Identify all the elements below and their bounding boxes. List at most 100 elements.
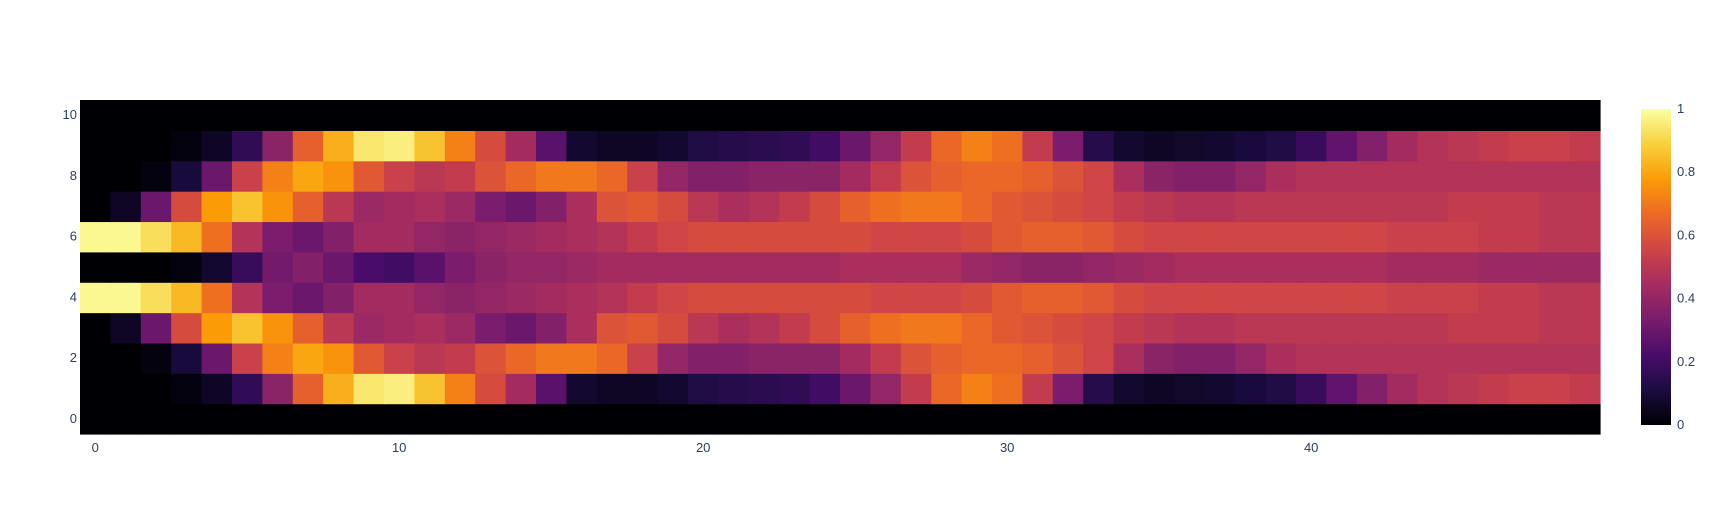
heatmap-cell — [536, 191, 567, 223]
heatmap-cell — [809, 373, 841, 405]
heatmap-cell — [1448, 312, 1479, 344]
heatmap-cell — [718, 130, 750, 162]
heatmap-cell — [140, 282, 172, 314]
heatmap-cell — [1569, 130, 1601, 162]
heatmap-cell — [1022, 342, 1054, 374]
heatmap-cell — [232, 251, 263, 283]
heatmap-cell — [110, 130, 142, 162]
heatmap-cell — [870, 312, 902, 344]
heatmap-cell — [809, 130, 841, 162]
heatmap-cell — [444, 342, 476, 374]
heatmap-cell — [292, 130, 324, 162]
heatmap-cell — [1387, 130, 1419, 162]
heatmap-cell — [900, 373, 932, 405]
heatmap-cell — [748, 251, 780, 283]
heatmap-cell — [323, 191, 355, 223]
heatmap-cell — [748, 130, 780, 162]
heatmap-cell — [1052, 130, 1084, 162]
heatmap-cell — [1539, 312, 1571, 344]
heatmap-cell — [1478, 373, 1510, 405]
heatmap-cell — [1539, 191, 1571, 223]
heatmap-cell — [384, 312, 415, 344]
heatmap-cell — [80, 282, 111, 314]
heatmap-cell — [1326, 160, 1358, 192]
heatmap-cell — [1204, 403, 1236, 435]
heatmap-cell — [323, 373, 355, 405]
heatmap-cell — [1052, 160, 1084, 192]
colorbar-tick-label: 0.2 — [1677, 354, 1695, 369]
heatmap-cell — [505, 282, 537, 314]
heatmap-cell — [1326, 403, 1358, 435]
heatmap-cell — [444, 191, 476, 223]
heatmap-cell — [596, 130, 628, 162]
heatmap-cell — [1113, 251, 1145, 283]
heatmap-cell — [1083, 282, 1115, 314]
heatmap-cell — [1448, 100, 1479, 131]
heatmap-cell — [900, 191, 932, 223]
heatmap-cell — [1417, 100, 1449, 131]
heatmap-cell — [1174, 100, 1206, 131]
heatmap-cell — [900, 403, 932, 435]
heatmap-cell — [1539, 403, 1571, 435]
heatmap-cell — [1083, 221, 1115, 253]
heatmap-cell — [627, 160, 659, 192]
heatmap-cell — [1326, 312, 1358, 344]
heatmap-cell — [961, 373, 993, 405]
heatmap-cell — [262, 342, 294, 374]
heatmap-cell — [931, 221, 963, 253]
x-tick-label: 10 — [392, 440, 406, 455]
heatmap-cell — [1448, 403, 1479, 435]
heatmap-cell — [505, 100, 537, 131]
heatmap-cell — [536, 251, 567, 283]
heatmap-cell — [1569, 221, 1601, 253]
heatmap-cell — [232, 221, 263, 253]
y-tick-label: 6 — [70, 229, 77, 244]
heatmap-cell — [444, 221, 476, 253]
heatmap-cell — [1265, 100, 1297, 131]
heatmap-cell — [1417, 160, 1449, 192]
heatmap-cell — [596, 221, 628, 253]
heatmap-cell — [627, 191, 659, 223]
heatmap-cell — [779, 100, 811, 131]
heatmap-cell — [596, 160, 628, 192]
heatmap-cell — [961, 100, 993, 131]
heatmap-cell — [171, 312, 203, 344]
heatmap-cell — [779, 160, 811, 192]
heatmap-cell — [1265, 191, 1297, 223]
heatmap-cell — [505, 160, 537, 192]
heatmap-cell — [1235, 130, 1267, 162]
x-tick-label: 0 — [92, 440, 99, 455]
heatmap-cell — [140, 373, 172, 405]
heatmap-cell — [1052, 312, 1084, 344]
heatmap-cell — [536, 373, 567, 405]
heatmap-cell — [779, 282, 811, 314]
heatmap-cell — [900, 100, 932, 131]
heatmap-cell — [1539, 282, 1571, 314]
heatmap-cell — [931, 100, 963, 131]
heatmap-cell — [779, 312, 811, 344]
heatmap-cell — [1022, 403, 1054, 435]
heatmap-cell — [566, 282, 598, 314]
heatmap-cell — [809, 221, 841, 253]
heatmap-cell — [536, 403, 567, 435]
heatmap-cell — [353, 373, 385, 405]
heatmap-cell — [292, 373, 324, 405]
heatmap-cell — [748, 100, 780, 131]
heatmap-cell — [1326, 221, 1358, 253]
heatmap-cell — [718, 251, 750, 283]
heatmap-cell — [232, 191, 263, 223]
heatmap-cell — [232, 312, 263, 344]
heatmap-cell — [596, 251, 628, 283]
heatmap-cell — [1174, 160, 1206, 192]
heatmap-cell — [444, 282, 476, 314]
heatmap-cell — [110, 160, 142, 192]
heatmap-cell — [931, 312, 963, 344]
heatmap-cell — [201, 100, 233, 131]
heatmap-cell — [80, 403, 111, 435]
heatmap-cell — [596, 342, 628, 374]
heatmap-cell — [1448, 160, 1479, 192]
heatmap-cell — [566, 251, 598, 283]
heatmap-cell — [171, 130, 203, 162]
heatmap-cell — [444, 403, 476, 435]
